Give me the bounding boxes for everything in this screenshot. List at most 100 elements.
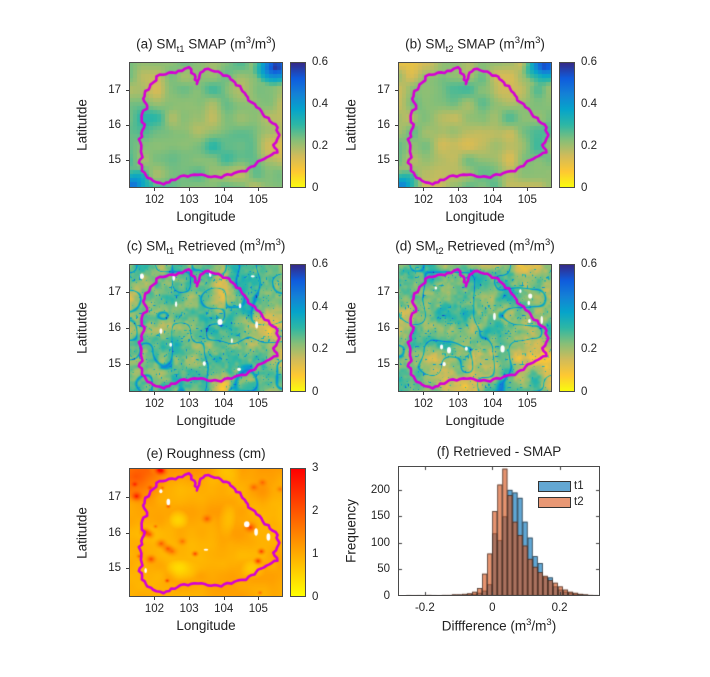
x-axis-label-superscript: 3 <box>546 617 552 628</box>
tick-mark <box>126 532 129 534</box>
tick-mark <box>423 392 425 395</box>
colorbar-e <box>290 468 306 597</box>
legend-label-t2: t2 <box>574 496 584 508</box>
title-text: /m <box>529 238 545 254</box>
y-tick-label: 15 <box>108 562 121 575</box>
x-axis-label-superscript: 3 <box>526 617 532 628</box>
title-superscript: 3 <box>245 34 252 46</box>
y-tick-label: 17 <box>377 286 390 299</box>
title-text: (a) SM <box>136 36 177 52</box>
x-tick-label: 104 <box>214 398 234 410</box>
y-tick-label: 16 <box>108 526 121 539</box>
tick-mark <box>189 188 191 191</box>
title-text: ) <box>540 36 545 52</box>
y-tick-label: 15 <box>377 357 390 370</box>
title-text: (d) SM <box>395 238 436 254</box>
tick-mark <box>258 597 260 600</box>
tick-mark <box>126 363 129 365</box>
legend-entry-t1: t1 <box>538 478 584 494</box>
x-axis-label-text: Diffference (m <box>441 618 527 634</box>
colorbar-tick: 0 <box>312 591 319 603</box>
colorbar-tick: 3 <box>312 462 319 474</box>
colorbar-c <box>290 264 306 392</box>
colorbar-tick: 0.4 <box>312 300 328 313</box>
y-axis-label: Latitutde <box>74 99 90 151</box>
x-axis-label-text: /m <box>531 618 547 634</box>
colorbar-tick: 0.2 <box>312 343 328 356</box>
x-tick-label: 0 <box>489 602 496 614</box>
map-c-canvas <box>129 264 283 392</box>
x-axis-label: Diffference (m3/m3) <box>398 617 600 634</box>
colorbar-tick: 0 <box>312 386 319 398</box>
y-axis-label: Latitutde <box>343 99 359 151</box>
map-d-canvas <box>398 264 552 392</box>
colorbar-tick: 0 <box>312 182 319 194</box>
tick-mark <box>126 125 129 126</box>
x-tick-label: 105 <box>248 194 268 206</box>
colorbar-tick: 0 <box>581 182 588 194</box>
y-tick-label: 15 <box>108 357 121 370</box>
y-axis-label: Frequency <box>343 499 359 563</box>
x-tick-label: 102 <box>144 398 164 410</box>
x-tick-label: 105 <box>248 603 268 615</box>
tick-mark <box>126 328 129 329</box>
tick-mark <box>527 188 529 191</box>
colorbar-tick: 0.4 <box>312 97 328 110</box>
y-tick-label: 16 <box>377 322 390 334</box>
x-tick-label: 104 <box>483 398 503 410</box>
tick-mark <box>126 160 129 162</box>
title-text: /m <box>260 238 276 254</box>
x-axis-label-text: ) <box>551 618 557 634</box>
tick-mark <box>126 496 129 498</box>
y-tick-label: 17 <box>108 490 121 503</box>
colorbar-tick: 0.6 <box>312 258 328 270</box>
x-tick-label: -0.2 <box>414 602 435 614</box>
tick-mark <box>423 188 425 191</box>
tick-mark <box>458 392 460 395</box>
x-axis-label: Longitude <box>445 413 505 428</box>
y-tick-label: 17 <box>108 286 121 299</box>
x-tick-label: 105 <box>517 398 537 410</box>
subplot-c-title: (c) SMt1 Retrieved (m3/m3) <box>69 237 343 257</box>
tick-mark <box>492 188 494 191</box>
legend-label-t1: t1 <box>574 480 584 492</box>
title-subscript: t2 <box>435 246 444 257</box>
tick-mark <box>258 392 260 395</box>
map-b-canvas <box>398 62 552 188</box>
tick-mark <box>395 363 398 365</box>
colorbar-tick: 0.2 <box>581 140 597 153</box>
y-tick-label: 17 <box>377 83 390 96</box>
colorbar-b <box>559 62 575 188</box>
y-tick-label: 15 <box>108 154 121 167</box>
tick-mark <box>395 125 398 126</box>
y-tick-label: 15 <box>377 154 390 167</box>
legend-entry-t2: t2 <box>538 494 584 510</box>
tick-mark <box>527 392 529 395</box>
x-axis-label: Longitude <box>176 209 236 224</box>
colorbar-tick: 0.6 <box>581 56 597 68</box>
tick-mark <box>223 188 225 191</box>
y-tick-label: 0 <box>383 590 390 602</box>
x-tick-label: 103 <box>448 398 468 410</box>
x-tick-label: 103 <box>448 194 468 206</box>
title-subscript: t1 <box>166 246 175 257</box>
tick-mark <box>223 392 225 395</box>
colorbar-tick: 0 <box>581 386 588 398</box>
colorbar-d <box>559 264 575 392</box>
subplot-f-title: (f) Retrieved - SMAP <box>436 444 562 459</box>
subplot-d-title: (d) SMt2 Retrieved (m3/m3) <box>338 237 612 257</box>
colorbar-tick: 0.4 <box>581 97 597 110</box>
legend-swatch-t1 <box>538 480 571 492</box>
x-tick-label: 102 <box>413 398 433 410</box>
colorbar-a <box>290 62 306 188</box>
colorbar-tick: 0.4 <box>581 300 597 313</box>
subplot-c: (c) SMt1 Retrieved (m3/m3) Latitutde 17 … <box>75 237 329 428</box>
y-tick-label: 16 <box>108 119 121 131</box>
tick-mark <box>258 188 260 191</box>
x-tick-label: 104 <box>483 194 503 206</box>
map-e-canvas <box>129 468 283 597</box>
title-text: SMAP (m <box>184 36 246 52</box>
title-superscript: 3 <box>275 236 281 248</box>
x-tick-label: 0.2 <box>551 602 568 614</box>
